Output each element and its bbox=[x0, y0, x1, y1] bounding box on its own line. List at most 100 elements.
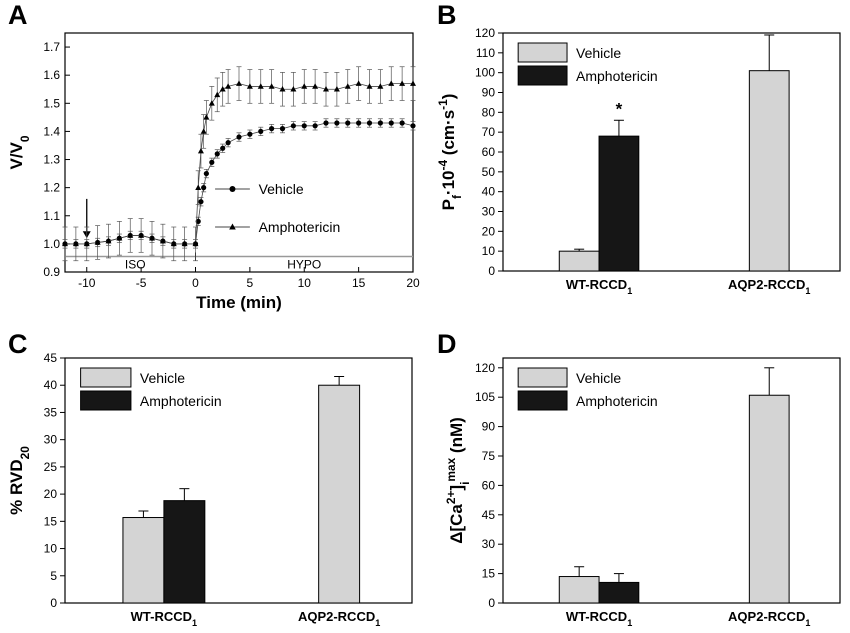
y-tick-label: 1.7 bbox=[43, 40, 60, 54]
bar-vehicle-0 bbox=[558, 576, 600, 604]
y-tick-label: 0.9 bbox=[43, 265, 60, 279]
panel-a: A 0.9 1.0 1.1 1.2 1.3 1.4 1.5 1.6 1.7 -10 -5 0 5 10 15 2… bbox=[7, 0, 420, 312]
y-axis-title-part: (nM) bbox=[447, 417, 466, 458]
y-tick-label: 40 bbox=[482, 185, 496, 199]
y-tick-label: 1.2 bbox=[43, 181, 60, 195]
point-amphotericin bbox=[197, 147, 204, 154]
y-tick-label: 100 bbox=[475, 66, 495, 80]
x-tick-label: -5 bbox=[136, 276, 147, 290]
y-tick-label: 50 bbox=[482, 165, 496, 179]
point-amphotericin bbox=[344, 83, 351, 89]
point-vehicle bbox=[366, 120, 373, 126]
category-label: AQP2-RCCD1 bbox=[728, 277, 810, 296]
significance-marker: * bbox=[616, 99, 623, 118]
y-tick-label: 40 bbox=[44, 378, 58, 392]
category-sub: 1 bbox=[805, 286, 810, 296]
point-vehicle bbox=[399, 120, 405, 126]
x-axis-title: Time (min) bbox=[196, 293, 282, 312]
y-axis-title-part: P bbox=[439, 199, 458, 210]
point-amphotericin bbox=[170, 240, 177, 247]
point-amphotericin bbox=[219, 86, 226, 92]
y-tick-label: 60 bbox=[482, 478, 496, 492]
y-tick-label: 120 bbox=[475, 26, 495, 40]
y-axis-title-part: Δ[Ca bbox=[447, 504, 466, 544]
y-tick-label: 30 bbox=[482, 537, 496, 551]
y-axis-title-part: max bbox=[444, 457, 458, 481]
y-tick-label: 60 bbox=[482, 145, 496, 159]
point-amphotericin bbox=[279, 86, 286, 92]
y-axis-title-part: -1 bbox=[436, 99, 450, 110]
point-amphotericin bbox=[388, 80, 395, 86]
y-tick-label: 1.0 bbox=[43, 237, 60, 251]
point-amphotericin bbox=[192, 240, 199, 247]
y-tick-label: 10 bbox=[482, 244, 496, 258]
bar-amphotericin-0 bbox=[598, 135, 640, 272]
category-main: WT-RCCD bbox=[566, 277, 627, 292]
legend-label: Vehicle bbox=[140, 370, 185, 386]
y-tick-label: 15 bbox=[482, 567, 496, 581]
legend-swatch-amphotericin bbox=[517, 65, 568, 86]
point-amphotericin bbox=[410, 80, 416, 86]
y-tick-label: 30 bbox=[482, 205, 496, 219]
x-tick-label: 20 bbox=[406, 276, 420, 290]
point-amphotericin bbox=[377, 83, 384, 89]
point-amphotericin bbox=[62, 240, 68, 247]
y-tick-label: 1.4 bbox=[43, 124, 60, 138]
point-vehicle bbox=[334, 120, 340, 126]
point-vehicle bbox=[209, 159, 215, 165]
point-amphotericin bbox=[200, 128, 207, 134]
y-tick-label: 45 bbox=[44, 351, 58, 365]
point-amphotericin bbox=[366, 83, 373, 89]
y-tick-label: 30 bbox=[44, 433, 58, 447]
point-amphotericin bbox=[105, 237, 112, 244]
bar-vehicle-1 bbox=[748, 394, 790, 604]
y-axis-title-part: % RVD bbox=[7, 459, 26, 514]
y-axis-title-part: 20 bbox=[18, 446, 32, 460]
y-tick-label: 105 bbox=[475, 390, 495, 404]
y-axis-title-part: ) bbox=[439, 94, 458, 100]
y-tick-label: 15 bbox=[44, 514, 58, 528]
category-label: WT-RCCD1 bbox=[566, 277, 632, 296]
point-vehicle bbox=[214, 151, 220, 157]
category-main: WT-RCCD bbox=[566, 609, 627, 624]
y-tick-label: 70 bbox=[482, 125, 496, 139]
legend-label: Amphotericin bbox=[576, 68, 658, 84]
legend-label: Amphotericin bbox=[259, 219, 341, 235]
point-amphotericin bbox=[214, 91, 221, 98]
point-vehicle bbox=[236, 134, 242, 140]
legend-label: Vehicle bbox=[576, 45, 621, 61]
point-vehicle bbox=[220, 145, 226, 151]
point-amphotericin bbox=[268, 83, 275, 89]
bar-vehicle-0 bbox=[558, 250, 600, 272]
legend-label: Vehicle bbox=[576, 370, 621, 386]
bar-amphotericin-0 bbox=[163, 500, 206, 604]
point-amphotericin bbox=[236, 80, 242, 86]
y-tick-label: 1.1 bbox=[43, 209, 60, 223]
x-tick-label: 10 bbox=[298, 276, 312, 290]
x-tick-label: -10 bbox=[78, 276, 96, 290]
point-amphotericin bbox=[116, 235, 123, 241]
point-amphotericin bbox=[290, 86, 297, 92]
category-label: AQP2-RCCD1 bbox=[728, 609, 810, 628]
y-tick-label: 110 bbox=[476, 46, 495, 60]
legend-label: Amphotericin bbox=[576, 393, 658, 409]
category-label: AQP2-RCCD1 bbox=[298, 609, 380, 628]
legend-marker-triangle bbox=[229, 223, 236, 230]
legend-swatch-vehicle bbox=[517, 42, 568, 63]
point-amphotericin bbox=[355, 80, 362, 86]
point-amphotericin bbox=[399, 80, 406, 86]
point-vehicle bbox=[258, 128, 264, 135]
y-tick-label: 10 bbox=[44, 542, 58, 556]
y-axis-title: % RVD20 bbox=[7, 446, 32, 515]
point-amphotericin bbox=[333, 86, 340, 92]
y-axis-title-part: -4 bbox=[436, 160, 450, 171]
legend-marker-circle bbox=[229, 186, 236, 193]
point-amphotericin bbox=[149, 235, 155, 241]
category-sub: 1 bbox=[192, 618, 197, 628]
series-line-amphotericin bbox=[65, 83, 413, 245]
point-amphotericin bbox=[225, 83, 232, 89]
y-tick-label: 45 bbox=[482, 508, 496, 522]
y-axis-title-part: 2+ bbox=[444, 491, 458, 505]
